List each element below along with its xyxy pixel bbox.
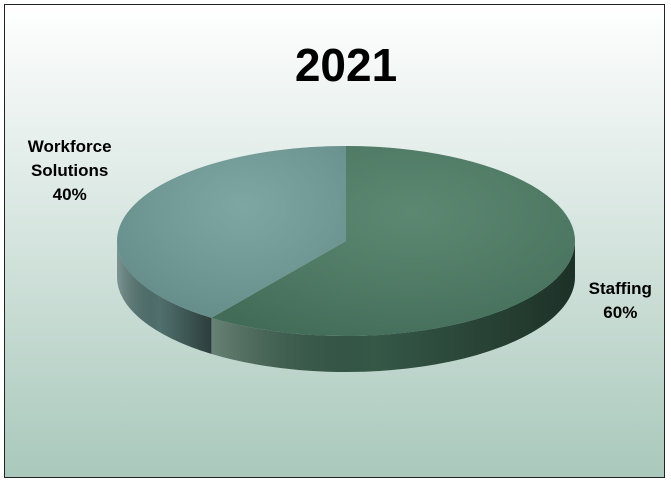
- slice-label-1: Workforce Solutions 40%: [28, 137, 112, 204]
- slice-label-line: Staffing: [589, 279, 652, 298]
- slice-side-shade-0: [211, 241, 576, 373]
- slice-label-line: Solutions: [31, 161, 108, 180]
- chart-title: 2021: [295, 39, 397, 91]
- slice-label-0: Staffing 60%: [589, 279, 652, 322]
- slice-label-line: 40%: [53, 185, 87, 204]
- pie-chart: 2021 Staffing 60% Workforce Solutions 40%: [5, 5, 664, 477]
- slice-shine-0: [211, 146, 575, 336]
- slice-label-line: 60%: [603, 303, 637, 322]
- pie-group: [116, 146, 576, 373]
- chart-area: 2021 Staffing 60% Workforce Solutions 40%: [4, 4, 665, 478]
- slice-side-shade-1: [117, 241, 212, 354]
- slice-shine-1: [116, 146, 346, 318]
- slice-label-line: Workforce: [28, 137, 112, 156]
- slice-labels: Staffing 60% Workforce Solutions 40%: [28, 137, 652, 322]
